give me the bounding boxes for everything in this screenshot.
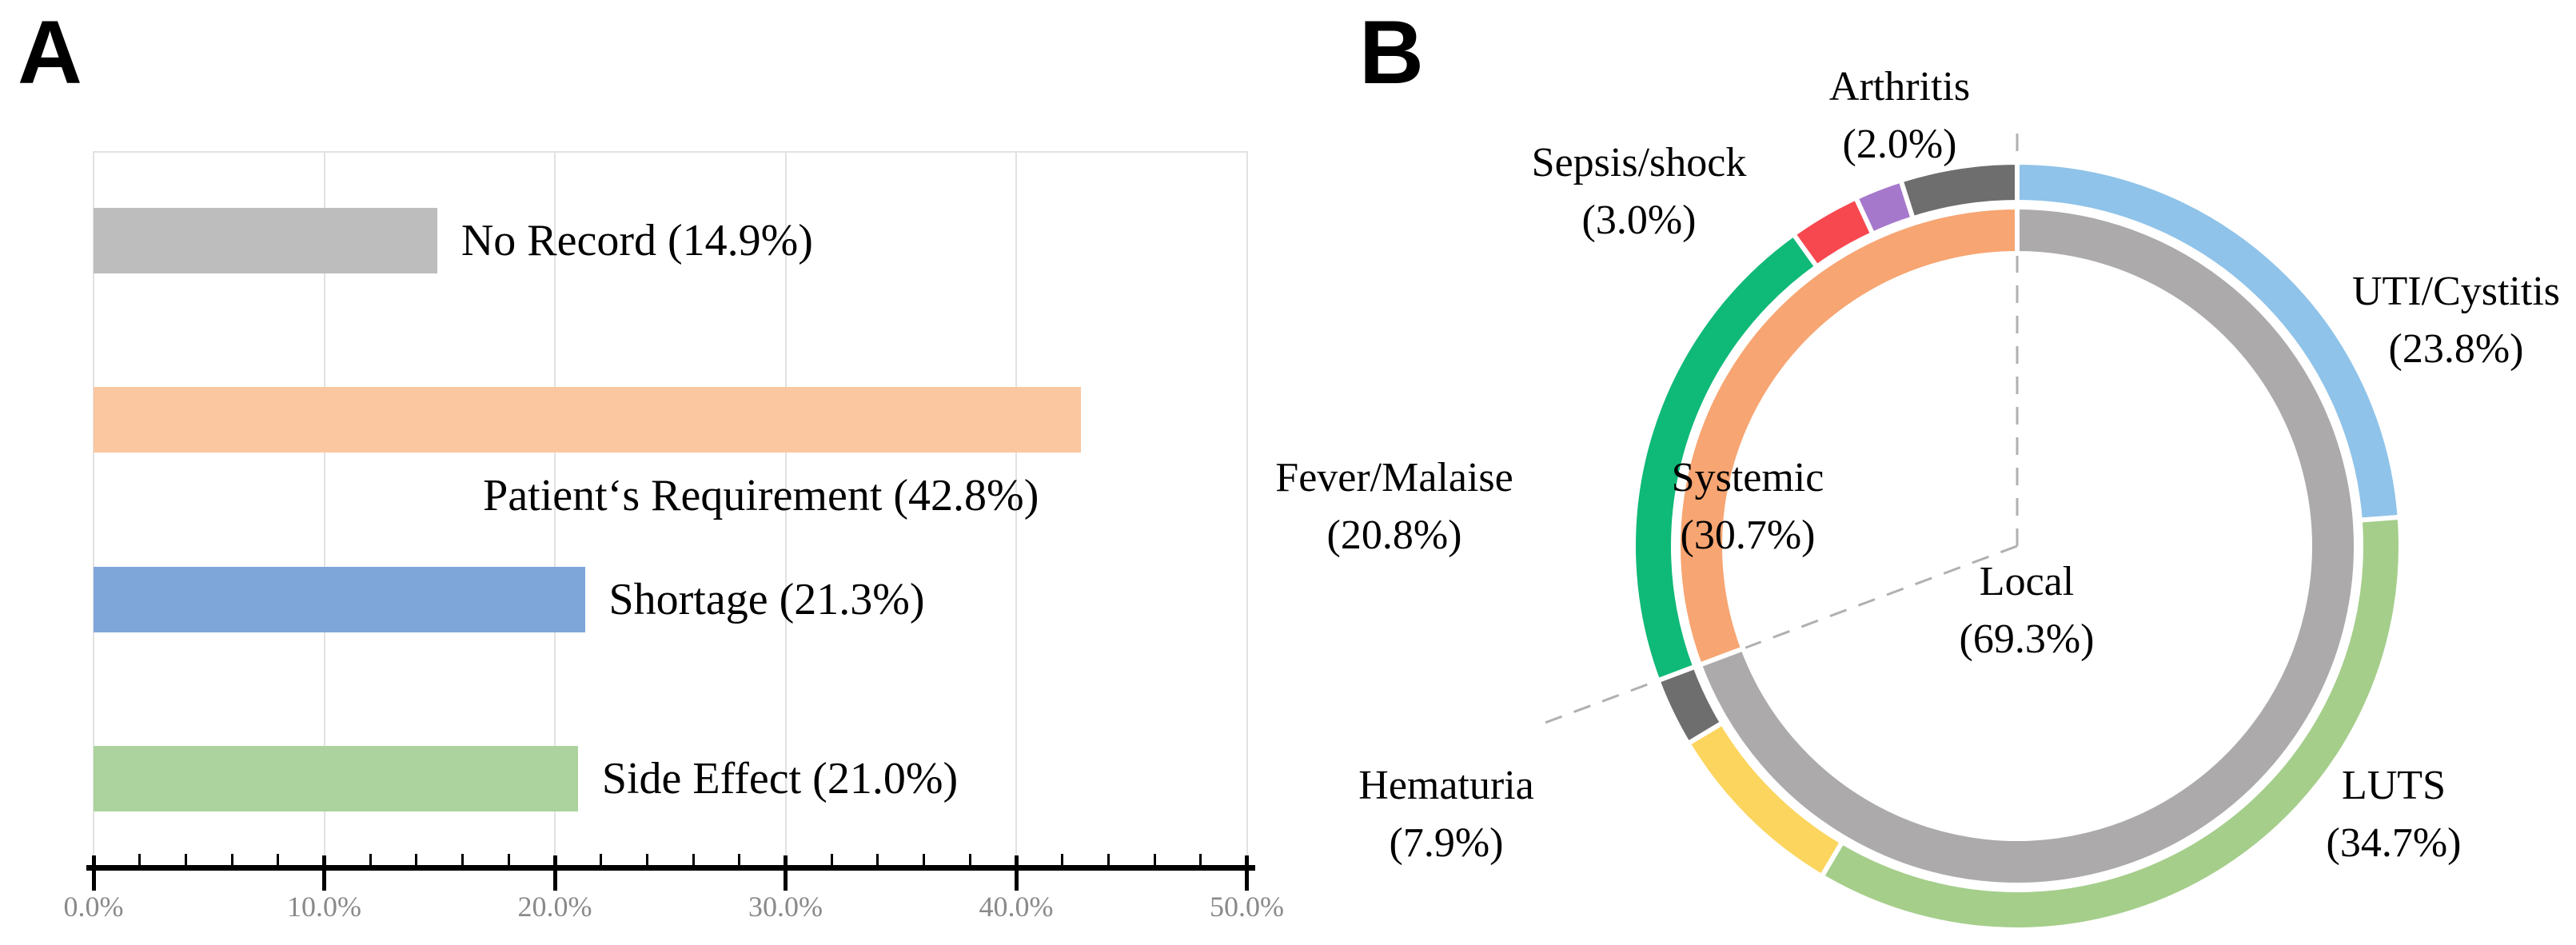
donut-label-luts: LUTS (34.7%) [2326, 763, 2462, 866]
x-axis-minor-tick [1153, 854, 1156, 865]
x-axis-minor-tick [876, 854, 879, 865]
x-axis-minor-tick [1061, 854, 1064, 865]
donut-label-fever: Fever/Malaise (20.8%) [1275, 455, 1513, 558]
x-axis-tick-label: 50.0% [1210, 891, 1284, 923]
bar-shortage [94, 566, 585, 632]
donut-label-arthritis: Arthritis (2.0%) [1828, 64, 1971, 167]
x-axis-minor-tick [230, 854, 233, 865]
x-axis-tick-label: 40.0% [979, 891, 1054, 923]
x-axis-major-tick [552, 855, 557, 891]
gridline [784, 151, 787, 868]
x-axis-major-tick [91, 855, 96, 891]
donut-label-uti: UTI/Cystitis (23.8%) [2351, 269, 2561, 372]
x-axis-minor-tick [692, 854, 695, 865]
x-axis-major-tick [1245, 855, 1249, 891]
bar-label-shortage: Shortage (21.3%) [608, 574, 925, 624]
x-axis-major-tick [1014, 855, 1019, 891]
panel-a-letter: A [18, 2, 82, 102]
bar-label-side-effect: Side Effect (21.0%) [601, 753, 959, 803]
x-axis-minor-tick [968, 854, 971, 865]
x-axis-minor-tick [461, 854, 465, 865]
x-axis-minor-tick [645, 854, 648, 865]
bar-side-effect [94, 745, 578, 811]
x-axis-tick-label: 10.0% [287, 891, 361, 923]
donut-label-sepsis: Sepsis/shock (3.0%) [1531, 140, 1747, 243]
plot-border [94, 151, 1247, 153]
bar-label-patient-s-requirement: Patient‘s Requirement (42.8%) [483, 471, 1039, 521]
x-axis-minor-tick [415, 854, 418, 865]
x-axis-tick-label: 30.0% [748, 891, 823, 923]
bar-label-no-record: No Record (14.9%) [461, 216, 813, 266]
x-axis-major-tick [322, 855, 326, 891]
x-axis-tick-label: 0.0% [63, 891, 124, 923]
x-axis-major-tick [784, 855, 788, 891]
gridline [1246, 151, 1248, 868]
bar-no-record [94, 208, 437, 274]
panel-b-letter: B [1359, 2, 1424, 102]
x-axis-minor-tick [738, 854, 741, 865]
x-axis-minor-tick [507, 854, 510, 865]
x-axis-minor-tick [1107, 854, 1110, 865]
donut-segment-systemic [1676, 204, 2020, 668]
x-axis-minor-tick [184, 854, 187, 865]
divider-dashed-line-lower-left [1533, 544, 2018, 728]
x-axis-tick-label: 20.0% [517, 891, 592, 923]
x-axis-minor-tick [277, 854, 280, 865]
x-axis-minor-tick [1199, 854, 1202, 865]
x-axis-minor-tick [369, 854, 372, 865]
donut-label-systemic: Systemic (30.7%) [1671, 455, 1824, 558]
donut-segment-local [1697, 204, 2359, 887]
gridline [554, 151, 556, 868]
gridline [1015, 151, 1017, 868]
x-axis-minor-tick [830, 854, 833, 865]
gridline [323, 151, 325, 868]
x-axis-minor-tick [923, 854, 926, 865]
donut-label-hematuria: Hematuria (7.9%) [1358, 763, 1534, 866]
x-axis-line [86, 865, 1255, 871]
gridline [93, 151, 94, 868]
donut-label-local: Local (69.3%) [1959, 559, 2095, 662]
donut-segment-systemic-other [1897, 159, 2020, 221]
bar-patient-s-requirement [94, 387, 1081, 453]
x-axis-minor-tick [138, 854, 142, 865]
x-axis-minor-tick [600, 854, 603, 865]
